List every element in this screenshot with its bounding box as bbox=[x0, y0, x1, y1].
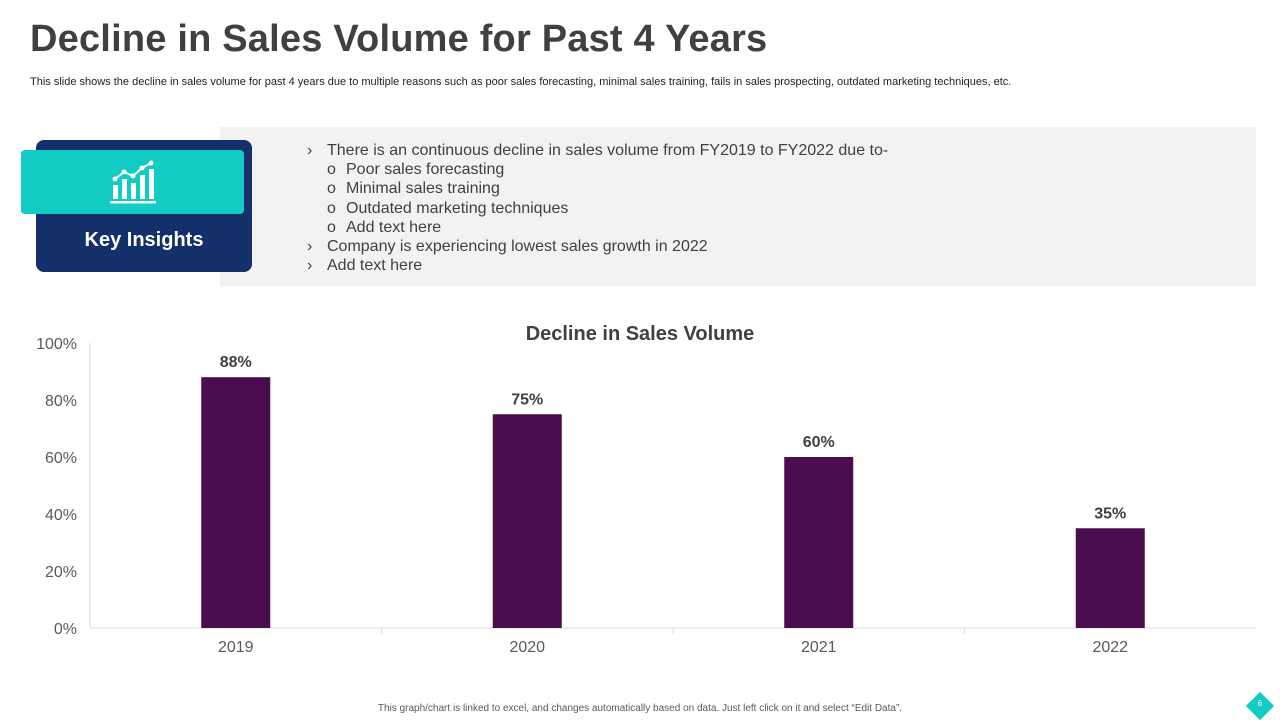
insight-text: Company is experiencing lowest sales gro… bbox=[327, 238, 708, 256]
insight-bullet: › bbox=[307, 142, 313, 159]
bar-2019 bbox=[201, 377, 271, 628]
x-tick-label: 2022 bbox=[1092, 639, 1128, 656]
insight-item: o Add text here bbox=[305, 218, 888, 237]
data-label: 75% bbox=[511, 391, 543, 408]
insight-text: Add text here bbox=[346, 218, 442, 236]
x-tick-label: 2021 bbox=[801, 639, 837, 656]
bar-2020 bbox=[492, 414, 562, 628]
insight-bullet: o bbox=[327, 218, 336, 236]
bar-2022 bbox=[1075, 528, 1145, 628]
insight-item: o Poor sales forecasting bbox=[305, 160, 888, 179]
insights-panel bbox=[220, 127, 1256, 286]
y-tick-label: 20% bbox=[45, 564, 77, 581]
insight-bullet: o bbox=[327, 199, 336, 217]
insight-item: › Company is experiencing lowest sales gr… bbox=[305, 237, 888, 256]
sales-volume-chart: Decline in Sales Volume 0% 20% 40% 60% 80% 10… bbox=[36, 323, 1256, 656]
insight-item: › Add text here bbox=[305, 256, 888, 275]
data-label: 88% bbox=[220, 354, 252, 371]
insight-bullet: › bbox=[307, 257, 313, 275]
insight-bullet: o bbox=[327, 180, 336, 198]
key-insights-label: Key Insights bbox=[84, 229, 204, 251]
data-label: 60% bbox=[803, 434, 835, 451]
data-label: 35% bbox=[1094, 505, 1126, 522]
insight-text: Add text here bbox=[327, 257, 423, 275]
bar-chart-icon bbox=[109, 160, 156, 204]
insight-text: Outdated marketing techniques bbox=[346, 199, 569, 217]
insight-text: There is an continuous decline in sales … bbox=[327, 142, 889, 159]
insights-list: › There is an continuous decline in sales… bbox=[305, 141, 888, 275]
insight-bullet: › bbox=[307, 238, 313, 256]
y-tick-label: 40% bbox=[45, 507, 77, 524]
insight-bullet: o bbox=[327, 161, 336, 179]
y-tick-label: 0% bbox=[54, 621, 77, 638]
page-title: Decline in Sales Volume for Past 4 Years bbox=[30, 18, 768, 60]
key-insights-icon-tile bbox=[21, 150, 244, 214]
insight-item: › There is an continuous decline in sales… bbox=[305, 141, 888, 160]
insight-item: o Outdated marketing techniques bbox=[305, 199, 888, 218]
y-tick-label: 80% bbox=[45, 393, 77, 410]
x-tick-label: 2019 bbox=[218, 639, 254, 656]
chart-title: Decline in Sales Volume bbox=[526, 323, 755, 345]
x-tick-label: 2020 bbox=[509, 639, 545, 656]
bar-2021 bbox=[784, 457, 854, 628]
insight-text: Poor sales forecasting bbox=[346, 161, 505, 179]
footer-note: This graph/chart is linked to excel, and… bbox=[377, 703, 903, 714]
page-number: 6 bbox=[1257, 699, 1263, 708]
insight-text: Minimal sales training bbox=[346, 180, 500, 198]
y-tick-label: 100% bbox=[36, 336, 77, 353]
insight-item: o Minimal sales training bbox=[305, 179, 888, 198]
y-tick-label: 60% bbox=[45, 450, 77, 467]
page-subtitle: This slide shows the decline in sales vo… bbox=[30, 76, 1012, 88]
